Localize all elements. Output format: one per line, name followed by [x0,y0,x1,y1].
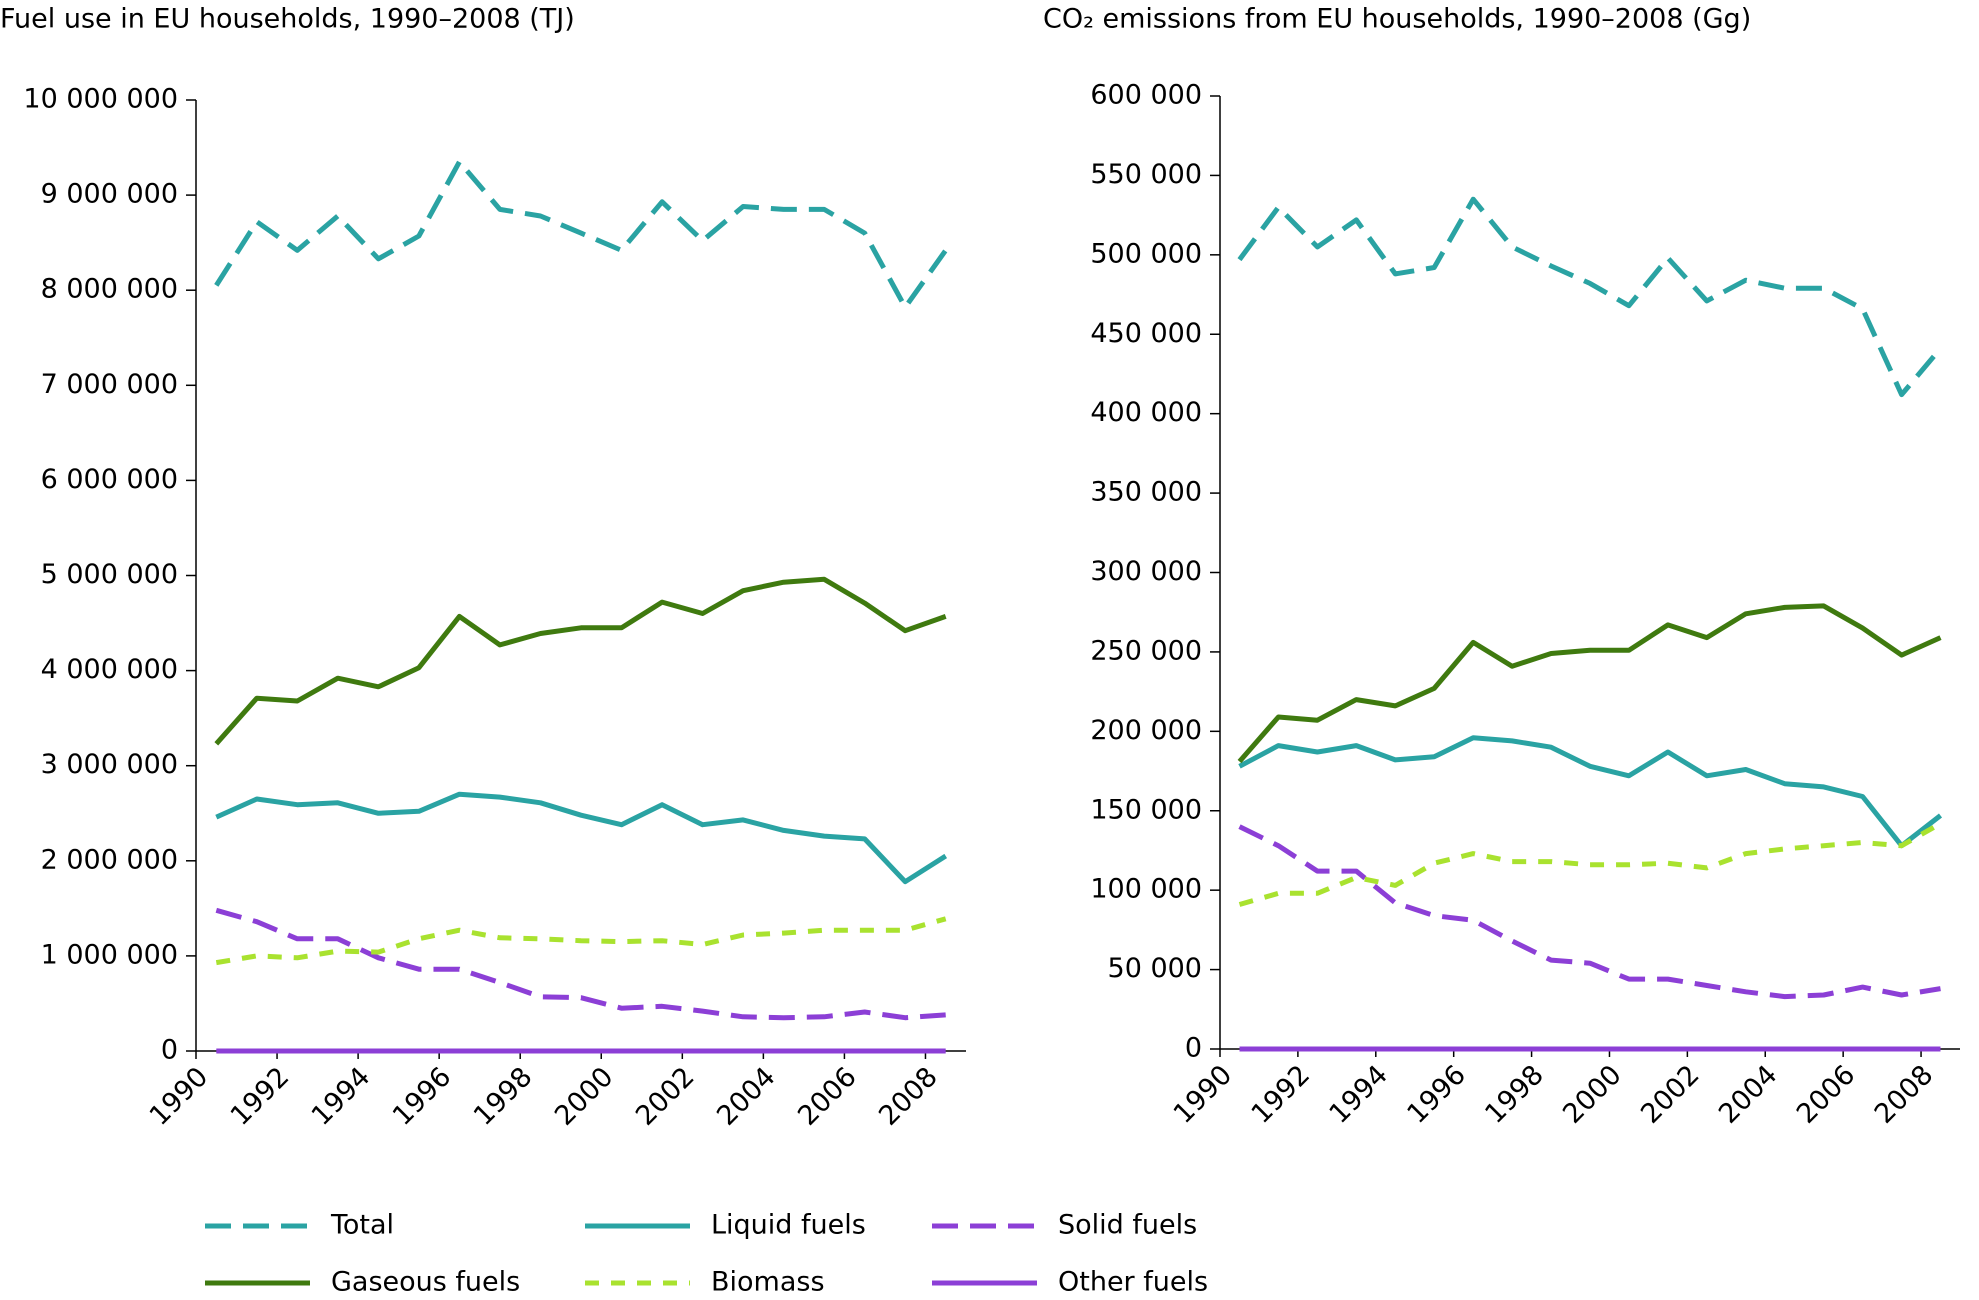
x-tick-label: 1992 [225,1061,296,1132]
y-tick-label: 50 000 [1108,953,1202,984]
series-line [1238,824,1941,1000]
series-line [1238,821,1942,907]
series-line [215,907,946,1021]
y-tick-label: 200 000 [1090,715,1202,746]
y-tick-label: 400 000 [1090,397,1202,428]
series-line [1237,196,1943,398]
legend-label: Solid fuels [1058,1210,1197,1241]
x-tick-label: 1994 [306,1061,377,1132]
y-tick-label: 250 000 [1090,635,1202,666]
y-tick-label: 0 [161,1035,178,1066]
series-line [215,916,947,966]
legend-label: Other fuels [1058,1267,1208,1298]
y-tick-label: 5 000 000 [41,559,178,590]
x-tick-label: 2002 [630,1061,701,1132]
y-tick-label: 2 000 000 [41,844,178,875]
x-tick-label: 1990 [1168,1059,1239,1130]
legend-label: Gaseous fuels [331,1267,520,1298]
y-tick-label: 1 000 000 [41,939,178,970]
x-tick-label: 2000 [549,1061,620,1132]
x-tick-label: 1998 [468,1061,539,1132]
x-tick-label: 2004 [1713,1059,1784,1130]
x-tick-label: 2008 [873,1061,944,1132]
x-tick-label: 2000 [1557,1059,1628,1130]
y-tick-label: 100 000 [1090,874,1202,905]
y-tick-label: 150 000 [1090,794,1202,825]
y-tick-label: 7 000 000 [41,369,178,400]
y-tick-label: 8 000 000 [41,274,178,305]
chart-title: CO₂ emissions from EU households, 1990–2… [1043,4,1751,35]
series-line [1237,603,1942,764]
y-tick-label: 500 000 [1090,238,1202,269]
y-tick-label: 9 000 000 [41,179,178,210]
x-tick-label: 2002 [1635,1059,1706,1130]
x-tick-label: 2006 [792,1061,863,1132]
series-line [214,576,947,746]
y-tick-label: 4 000 000 [41,654,178,685]
y-tick-label: 6 000 000 [41,464,178,495]
series-line [1238,735,1943,849]
x-tick-label: 2004 [711,1061,782,1132]
chart-title: Fuel use in EU households, 1990–2008 (TJ… [0,4,575,35]
x-tick-label: 1994 [1324,1059,1395,1130]
y-tick-label: 350 000 [1090,477,1202,508]
x-tick-label: 1998 [1479,1059,1550,1130]
x-tick-label: 1990 [144,1061,215,1132]
y-tick-label: 300 000 [1090,556,1202,587]
legend-label: Liquid fuels [711,1210,866,1241]
y-tick-label: 450 000 [1090,318,1202,349]
y-tick-label: 3 000 000 [41,749,178,780]
y-tick-label: 10 000 000 [23,84,178,115]
y-tick-label: 0 [1185,1033,1202,1064]
x-tick-label: 1996 [387,1061,458,1132]
series-line [214,159,948,310]
y-tick-label: 550 000 [1090,159,1202,190]
series-line [215,791,948,885]
x-tick-label: 2006 [1791,1059,1862,1130]
x-tick-label: 1996 [1401,1059,1472,1130]
x-tick-label: 2008 [1869,1059,1940,1130]
x-tick-label: 1992 [1246,1059,1317,1130]
legend-label: Total [330,1210,394,1241]
legend-label: Biomass [711,1267,825,1298]
y-tick-label: 600 000 [1090,80,1202,111]
